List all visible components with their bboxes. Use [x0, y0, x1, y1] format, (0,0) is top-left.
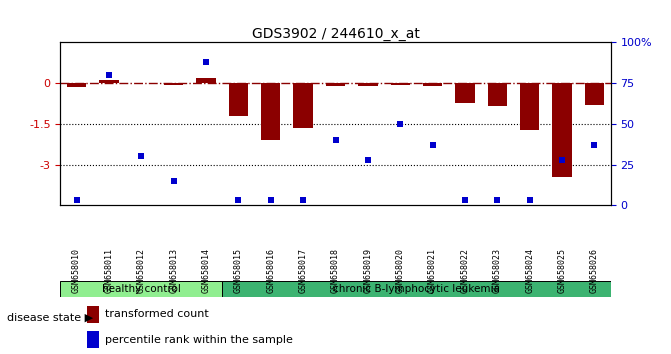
Point [524, 198, 535, 203]
Bar [67, 83, 87, 87]
Bar [87, 306, 99, 323]
Text: GSM658018: GSM658018 [331, 248, 340, 293]
Bar [293, 83, 313, 128]
Bar [326, 83, 345, 86]
Title: GDS3902 / 244610_x_at: GDS3902 / 244610_x_at [252, 28, 419, 41]
Text: GSM658026: GSM658026 [590, 248, 599, 293]
Bar [358, 83, 378, 86]
Text: GSM658014: GSM658014 [201, 248, 211, 293]
Text: GSM658022: GSM658022 [460, 248, 470, 293]
Bar [423, 83, 442, 86]
Text: disease state ▶: disease state ▶ [7, 312, 93, 322]
Text: GSM658015: GSM658015 [234, 248, 243, 293]
Bar [261, 83, 280, 140]
Point [201, 59, 211, 65]
Text: GSM658019: GSM658019 [364, 248, 372, 293]
Point [395, 121, 405, 127]
Point [168, 178, 179, 184]
Point [103, 72, 114, 78]
Point [330, 137, 341, 143]
Text: GSM658017: GSM658017 [299, 248, 307, 293]
Point [589, 142, 600, 148]
Text: chronic B-lymphocytic leukemia: chronic B-lymphocytic leukemia [333, 284, 500, 294]
Bar [197, 78, 216, 83]
Text: GSM658024: GSM658024 [525, 248, 534, 293]
Point [460, 198, 470, 203]
Bar [229, 83, 248, 116]
Text: GSM658010: GSM658010 [72, 248, 81, 293]
Bar [60, 281, 222, 297]
Text: GSM658025: GSM658025 [558, 248, 566, 293]
Point [233, 198, 244, 203]
Bar [87, 331, 99, 348]
Text: GSM658021: GSM658021 [428, 248, 437, 293]
Text: transformed count: transformed count [105, 309, 209, 319]
Text: GSM658012: GSM658012 [137, 248, 146, 293]
Bar [222, 281, 611, 297]
Text: GSM658016: GSM658016 [266, 248, 275, 293]
Bar [455, 83, 474, 103]
Bar [99, 80, 119, 83]
Text: percentile rank within the sample: percentile rank within the sample [105, 335, 293, 345]
Bar [132, 82, 151, 83]
Bar [391, 83, 410, 85]
Point [71, 198, 82, 203]
Point [298, 198, 309, 203]
Text: GSM658011: GSM658011 [105, 248, 113, 293]
Point [492, 198, 503, 203]
Bar [552, 83, 572, 177]
Text: GSM658023: GSM658023 [493, 248, 502, 293]
Point [266, 198, 276, 203]
Point [427, 142, 438, 148]
Text: GSM658020: GSM658020 [396, 248, 405, 293]
Text: healthy control: healthy control [102, 284, 180, 294]
Bar [520, 83, 539, 130]
Bar [164, 83, 183, 85]
Point [362, 157, 373, 162]
Text: GSM658013: GSM658013 [169, 248, 178, 293]
Point [557, 157, 568, 162]
Bar [488, 83, 507, 106]
Point [136, 154, 147, 159]
Bar [584, 83, 604, 105]
